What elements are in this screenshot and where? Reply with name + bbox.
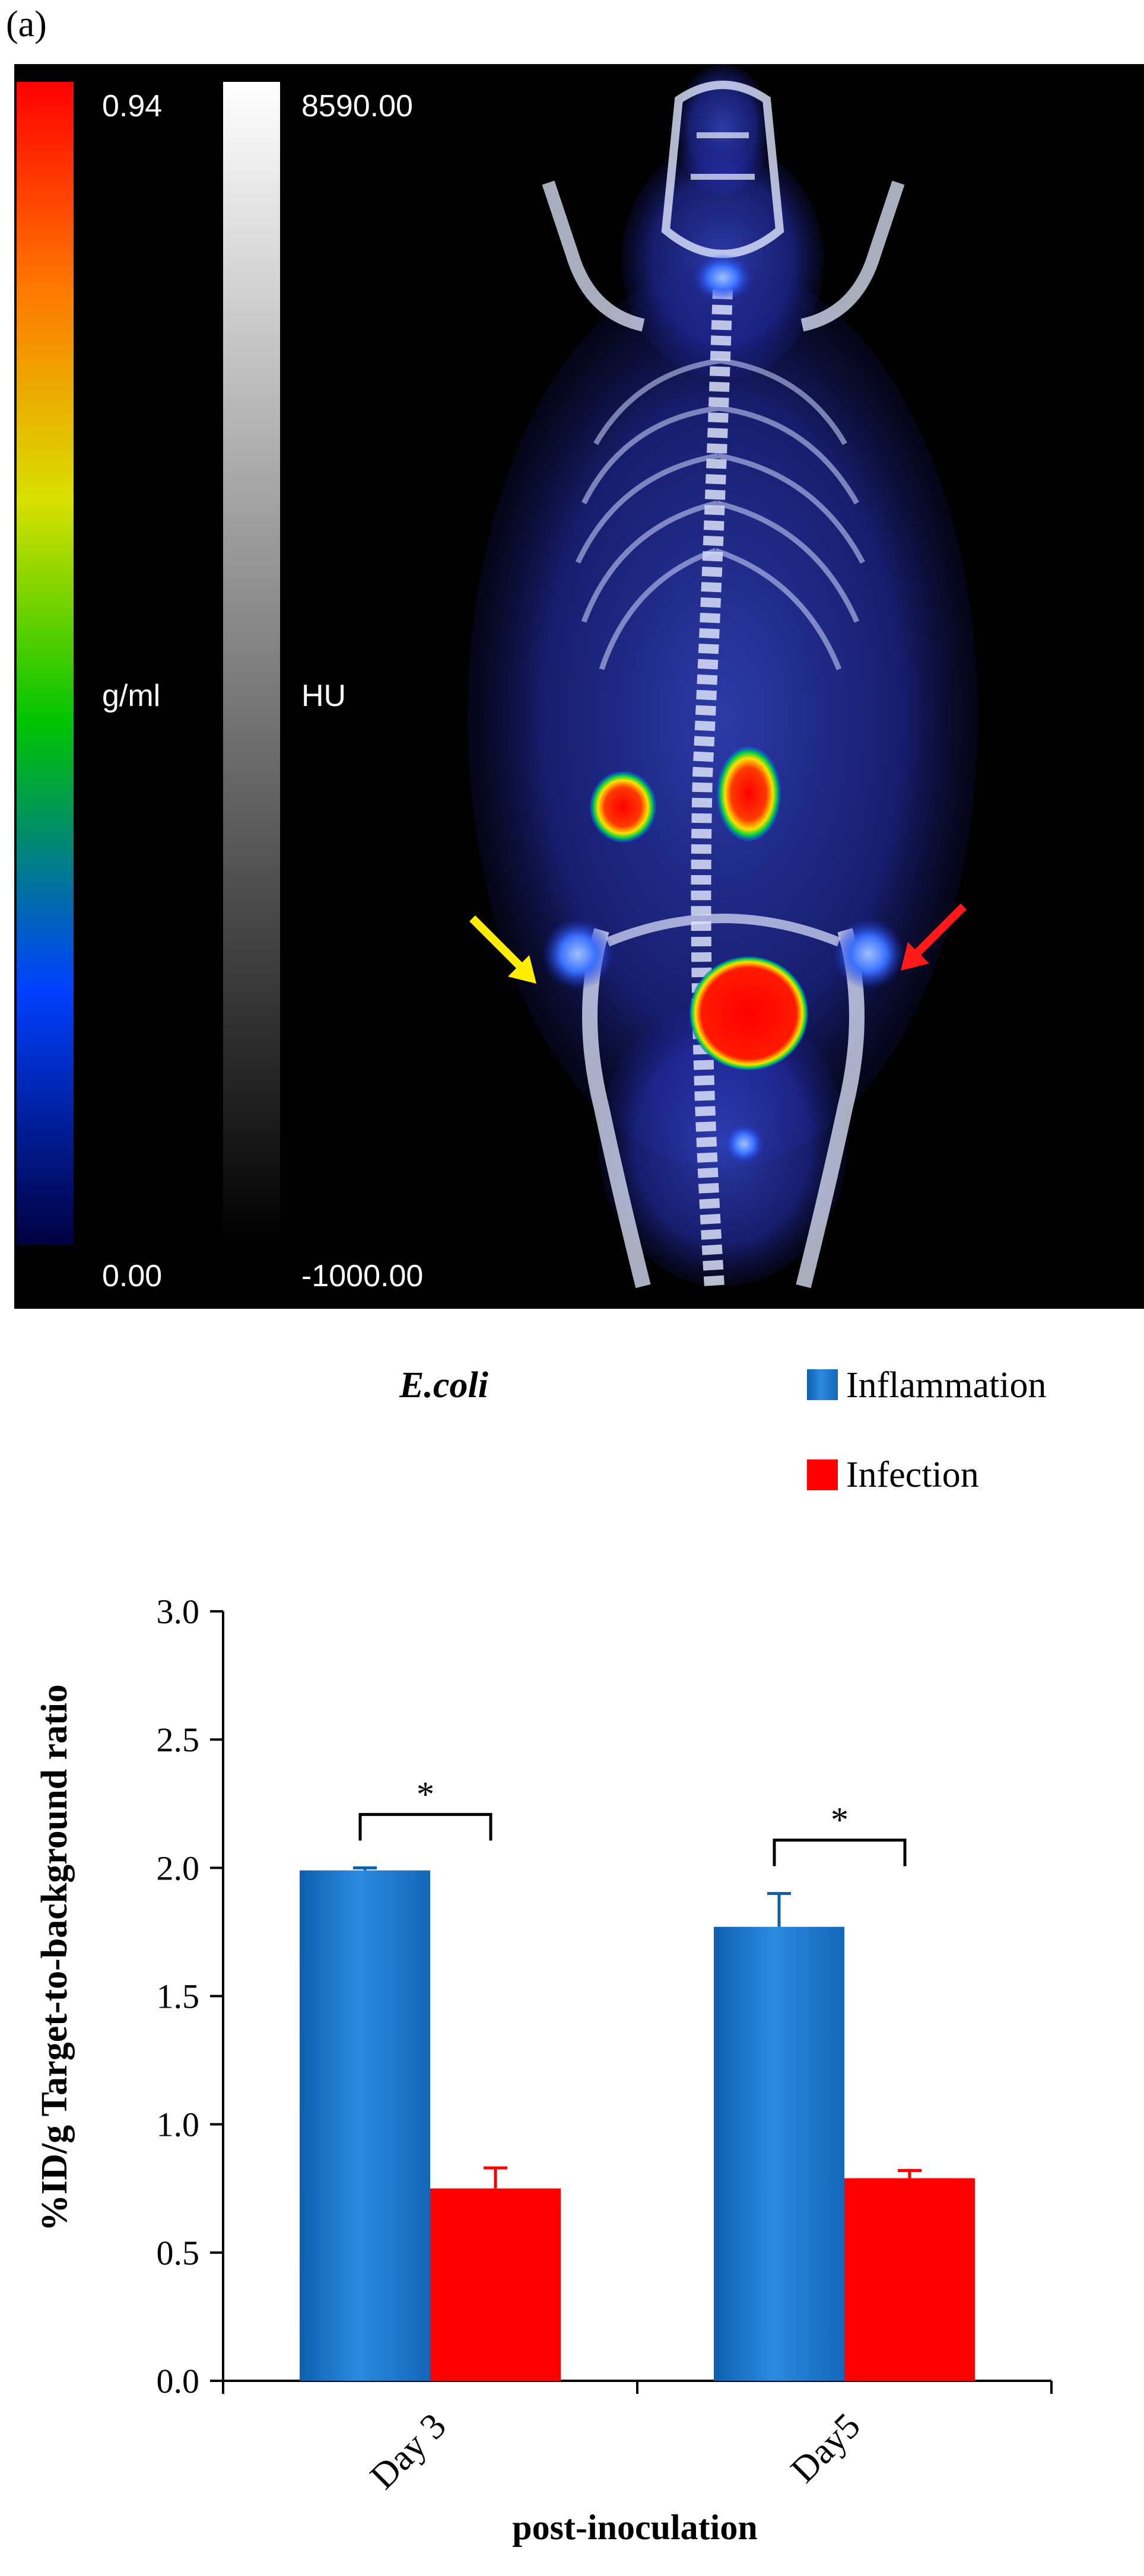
ct-scale-min: -1000.00 xyxy=(301,1259,423,1293)
red-arrow-icon xyxy=(901,904,967,971)
y-tick-label: 1.5 xyxy=(157,1977,200,2016)
y-tick-label: 0.0 xyxy=(157,2362,200,2400)
pet-scale-min: 0.00 xyxy=(102,1259,162,1293)
bar-inflammation-2 xyxy=(714,1926,844,2381)
bar-infection-2 xyxy=(844,2178,975,2381)
y-tick-label: 3.0 xyxy=(157,1592,200,1631)
plot-area: 0.0 0.5 1.0 1.5 2.0 2.5 3.0 * Day 3 * Day5 xyxy=(157,1592,1053,2497)
y-tick-label: 1.0 xyxy=(157,2106,200,2144)
x-tick-label: Day5 xyxy=(783,2406,868,2491)
legend-swatch-infection xyxy=(807,1459,838,1490)
significance-bracket xyxy=(358,1812,492,1841)
y-axis-label: %ID/g Target-to-background ratio xyxy=(34,1684,75,2231)
organism-label: E.coli xyxy=(399,1365,488,1405)
x-axis-label: post-inoculation xyxy=(512,2508,757,2547)
legend-label-infection: Infection xyxy=(846,1455,979,1495)
significance-bracket xyxy=(773,1839,907,1866)
ct-scale-unit: HU xyxy=(301,679,346,713)
x-tick-label: Day 3 xyxy=(363,2406,454,2497)
bar-inflammation-1 xyxy=(300,1870,430,2381)
bar-infection-1 xyxy=(430,2188,561,2381)
legend-swatch-inflammation xyxy=(807,1369,838,1400)
significance-marker: * xyxy=(417,1774,434,1814)
yellow-arrow-icon xyxy=(469,915,536,984)
legend-label-inflammation: Inflammation xyxy=(846,1365,1046,1405)
ct-gray-scale xyxy=(223,82,280,1245)
ct-scale-max: 8590.00 xyxy=(301,89,413,123)
y-tick-label: 2.0 xyxy=(157,1849,200,1887)
y-tick-label: 0.5 xyxy=(157,2234,200,2272)
y-tick-label: 2.5 xyxy=(157,1720,200,1759)
bar-chart: E.coli Inflammation Infection 0.0 0.5 1.0 1… xyxy=(34,1365,1053,2547)
pet-scale-unit: g/ml xyxy=(102,679,160,713)
pet-scale-max: 0.94 xyxy=(102,89,162,123)
mouse-scan xyxy=(468,64,978,1289)
legend: Inflammation Infection xyxy=(807,1365,1046,1495)
panel-label: (a) xyxy=(6,4,47,44)
pet-color-scale xyxy=(17,82,74,1245)
pet-ct-image: 0.94 g/ml 0.00 8590.00 HU -1000.00 xyxy=(14,64,1144,1309)
significance-marker: * xyxy=(831,1801,849,1840)
